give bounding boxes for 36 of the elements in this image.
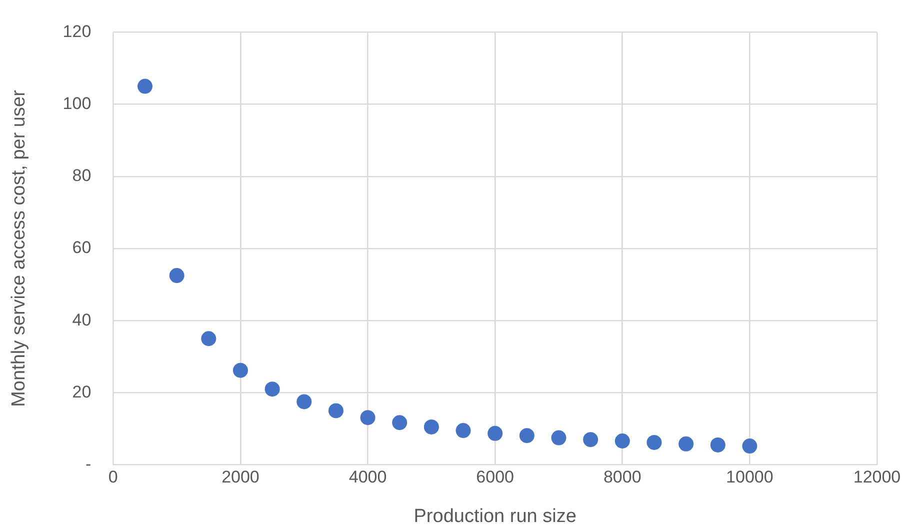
point: [232, 362, 248, 378]
x-tick-label: 4000: [348, 468, 387, 487]
point: [583, 432, 598, 448]
y-tick-label: 80: [72, 166, 92, 186]
point: [328, 403, 344, 418]
y-tick-label: 60: [72, 238, 92, 258]
point: [201, 331, 216, 346]
point: [488, 426, 503, 441]
point: [392, 415, 408, 430]
x-tick-label: 2000: [222, 468, 260, 487]
point: [519, 428, 534, 444]
point: [614, 434, 630, 449]
x-tick-label: 6000: [476, 468, 514, 487]
point: [456, 423, 471, 438]
x-tick-label: 8000: [603, 468, 642, 487]
y-tick-label: -: [85, 454, 92, 474]
point: [551, 430, 566, 446]
x-tick-label: 12000: [853, 468, 901, 487]
x-tick-label: 0: [108, 468, 118, 487]
y-tick-label: 40: [72, 310, 92, 330]
y-tick-label: 120: [62, 22, 92, 41]
point: [169, 268, 184, 284]
point: [137, 78, 152, 94]
x-tick-label: 10000: [726, 468, 774, 487]
point: [710, 437, 726, 452]
y-tick-label: 100: [62, 94, 92, 113]
point: [424, 419, 439, 434]
x-axis-title: Production run size: [414, 506, 576, 527]
y-axis-title: Monthly service access cost, per user: [8, 89, 30, 407]
point: [296, 394, 312, 410]
point: [360, 410, 376, 426]
point: [742, 438, 758, 454]
point: [264, 382, 280, 397]
y-tick-label: 20: [72, 382, 92, 402]
point: [646, 434, 662, 450]
point: [678, 436, 694, 452]
